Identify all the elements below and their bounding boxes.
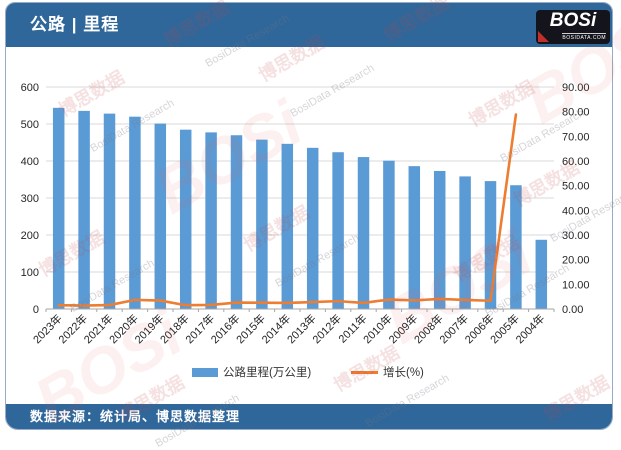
mileage-bar — [383, 160, 395, 309]
mileage-bar — [459, 176, 471, 309]
mileage-chart: 0 100 200 300 400 500 600 0.00 10.00 20.00 30.00 40… — [6, 47, 612, 404]
mileage-bar — [256, 139, 268, 309]
x-axis-label: 2004年 — [512, 311, 547, 346]
mileage-bar — [78, 110, 90, 309]
data-source-text: 数据来源：统计局、博思数据整理 — [30, 409, 241, 424]
mileage-bar — [484, 181, 497, 309]
right-axis-tick: 90.00 — [562, 82, 590, 94]
left-axis-tick: 500 — [21, 119, 39, 131]
legend-line-label: 增长(%) — [383, 365, 424, 379]
left-axis-tick: 300 — [21, 193, 39, 205]
x-axis-labels: 2023年2022年2021年2020年2019年2018年2017年2016年… — [30, 311, 548, 346]
logo-text: BOSi — [549, 10, 597, 31]
mileage-bar — [52, 107, 65, 309]
gridlines — [46, 86, 554, 273]
page-title: 公路 | 里程 — [30, 15, 120, 34]
right-axis-tick: 40.00 — [562, 205, 590, 217]
mileage-bar — [230, 135, 243, 309]
footer-bar: 数据来源：统计局、博思数据整理 — [6, 404, 612, 429]
mileage-bar — [205, 132, 217, 309]
chart-legend: 公路里程(万公里) 增长(%) — [192, 365, 424, 379]
mileage-bar — [535, 239, 548, 309]
mileage-bar — [129, 116, 141, 309]
right-axis-tick: 10.00 — [562, 279, 590, 291]
growth-line — [57, 113, 518, 307]
bosi-logo: BOSi BOSIDATA.COM — [536, 10, 610, 44]
left-axis-tick: 0 — [33, 304, 39, 316]
mileage-bar — [433, 170, 446, 309]
right-axis-tick: 30.00 — [562, 230, 590, 242]
logo-flag-icon — [538, 31, 549, 42]
chart-svg: 0 100 200 300 400 500 600 0.00 10.00 20.00 30.00 40… — [21, 82, 590, 379]
report-card: 公路 | 里程 BOSi BOSIDATA.COM 0 100 200 300 400 5… — [5, 2, 613, 430]
right-axis-tick: 70.00 — [562, 131, 590, 143]
logo-domain: BOSIDATA.COM — [562, 33, 606, 41]
mileage-bar — [103, 113, 116, 309]
legend-bar-swatch — [192, 368, 218, 377]
mileage-bar — [357, 157, 370, 309]
mileage-bar — [510, 185, 522, 309]
mileage-bar — [154, 123, 167, 309]
mileage-bar — [408, 166, 421, 309]
right-axis-tick: 80.00 — [562, 107, 590, 119]
mileage-bars — [52, 107, 548, 309]
mileage-bar — [281, 143, 294, 309]
x-axis-label: 2012年 — [309, 311, 344, 346]
mileage-bar — [306, 147, 319, 309]
left-axis-tick: 200 — [21, 230, 39, 242]
left-axis-tick: 400 — [21, 156, 39, 168]
left-axis-tick: 100 — [21, 267, 39, 279]
right-axis-tick: 0.00 — [562, 304, 583, 316]
right-axis-tick: 60.00 — [562, 156, 590, 168]
left-axis-tick: 600 — [21, 82, 39, 94]
right-axis-tick: 50.00 — [562, 181, 590, 193]
legend-bar-label: 公路里程(万公里) — [223, 365, 311, 379]
header-bar: 公路 | 里程 BOSi BOSIDATA.COM — [6, 3, 612, 47]
mileage-bar — [179, 129, 192, 309]
right-axis-tick: 20.00 — [562, 255, 590, 267]
mileage-bar — [332, 152, 344, 309]
